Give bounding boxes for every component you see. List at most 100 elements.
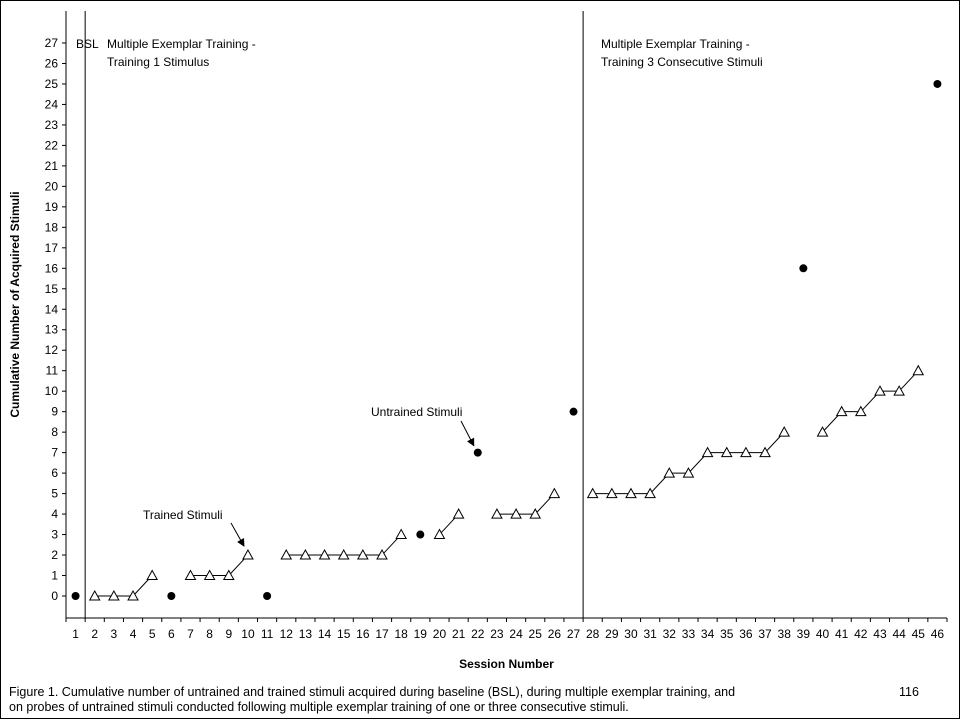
trained-point-triangle [222, 569, 235, 581]
trained-point-triangle [720, 446, 733, 458]
x-tick-label: 38 [778, 627, 792, 641]
x-tick-label: 21 [452, 627, 466, 641]
y-tick-label: 7 [51, 446, 58, 460]
trained-point-triangle [88, 589, 101, 601]
trained-point-triangle [663, 467, 676, 478]
x-tick-label: 32 [663, 627, 677, 641]
x-tick-label: 22 [471, 627, 485, 641]
y-tick-label: 12 [45, 343, 59, 357]
trained-point-triangle [395, 528, 408, 540]
axes: 0123456789101112131415161718192021222324… [45, 11, 948, 641]
trained-point-triangle [548, 487, 561, 499]
trained-point-triangle [816, 426, 829, 437]
x-tick-label: 8 [206, 627, 213, 641]
y-tick-label: 22 [45, 138, 59, 152]
trained-point-triangle [759, 446, 771, 458]
trained-point-triangle [452, 508, 465, 519]
trained-point-triangle [510, 508, 522, 519]
y-tick-label: 8 [51, 425, 58, 439]
trained-point-triangle [376, 549, 388, 560]
figure-caption: Figure 1. Cumulative number of untrained… [9, 685, 953, 715]
trained-point-triangle [491, 508, 503, 519]
untrained-point-circle [933, 79, 942, 88]
trained-point-triangle [242, 549, 254, 560]
x-tick-label: 4 [130, 627, 137, 641]
caption-line-2: on probes of untrained stimuli conducted… [9, 700, 629, 714]
x-tick-label: 23 [490, 627, 504, 641]
y-axis-title: Cumulative Number of Acquired Stimuli [8, 191, 22, 417]
y-tick-label: 17 [45, 241, 59, 255]
y-tick-label: 20 [45, 179, 59, 193]
trained-point-triangle [146, 569, 159, 581]
untrained-point-circle [167, 592, 176, 600]
trained-point-triangle [605, 487, 618, 499]
annotation-untrained-arrow [460, 420, 475, 447]
x-tick-label: 39 [797, 627, 811, 641]
annotation-trained-arrow [230, 522, 245, 547]
trained-series-line [496, 493, 555, 515]
x-tick-label: 43 [873, 627, 887, 641]
y-tick-label: 6 [51, 466, 58, 480]
trained-point-triangle [108, 589, 120, 601]
y-tick-label: 19 [45, 200, 59, 214]
x-tick-label: 12 [280, 627, 294, 641]
trained-point-triangle [318, 549, 331, 560]
trained-point-triangle [203, 569, 216, 581]
x-tick-label: 46 [931, 627, 945, 641]
x-tick-label: 6 [168, 627, 175, 641]
y-tick-label: 13 [45, 323, 59, 337]
trained-point-triangle [357, 549, 369, 560]
x-tick-label: 17 [375, 627, 389, 641]
trained-point-triangle [337, 549, 350, 560]
y-tick-label: 9 [51, 405, 58, 419]
trained-point-triangle [893, 385, 905, 396]
phase-label-1-line-2: Training 1 Stimulus [107, 55, 209, 69]
trained-series-line [822, 370, 919, 433]
y-tick-label: 23 [45, 118, 59, 132]
trained-point-triangle [835, 405, 848, 417]
x-tick-label: 36 [739, 627, 753, 641]
y-tick-label: 4 [51, 507, 58, 521]
annotation-untrained-stimuli: Untrained Stimuli [371, 405, 462, 419]
y-tick-label: 3 [51, 528, 58, 542]
x-tick-label: 2 [91, 627, 98, 641]
x-tick-label: 34 [701, 627, 715, 641]
trained-point-triangle [912, 364, 925, 376]
x-tick-label: 11 [261, 627, 274, 641]
x-tick-label: 44 [892, 627, 906, 641]
untrained-point-circle [473, 448, 482, 457]
x-tick-label: 30 [624, 627, 638, 641]
x-tick-label: 40 [816, 627, 830, 641]
x-tick-label: 41 [835, 627, 849, 641]
trained-point-triangle [280, 549, 293, 560]
x-tick-label: 18 [394, 627, 408, 641]
trained-series-line [592, 431, 785, 495]
x-tick-label: 31 [643, 627, 657, 641]
y-tick-label: 26 [45, 56, 59, 70]
y-tick-label: 15 [45, 282, 59, 296]
untrained-point-circle [569, 407, 578, 416]
y-tick-label: 18 [45, 220, 59, 234]
x-tick-label: 45 [912, 627, 926, 641]
untrained-point-circle [416, 530, 425, 539]
x-tick-label: 29 [605, 627, 619, 641]
x-tick-label: 28 [586, 627, 600, 641]
x-axis-title: Session Number [459, 657, 554, 671]
x-tick-label: 20 [433, 627, 447, 641]
trained-point-triangle [644, 487, 656, 499]
y-tick-label: 10 [45, 384, 59, 398]
trained-point-triangle [874, 385, 886, 396]
trained-point-triangle [854, 405, 867, 417]
data-series [71, 79, 942, 601]
x-tick-label: 33 [682, 627, 696, 641]
y-tick-label: 24 [45, 97, 59, 111]
y-tick-label: 27 [45, 36, 59, 50]
trained-point-triangle [701, 446, 714, 458]
trained-point-triangle [433, 528, 446, 540]
y-tick-label: 25 [45, 77, 59, 91]
untrained-point-circle [71, 592, 80, 600]
chart-labels: Session Number Cumulative Number of Acqui… [8, 37, 763, 671]
phase-label-2-line-1: Multiple Exemplar Training - [601, 37, 750, 51]
